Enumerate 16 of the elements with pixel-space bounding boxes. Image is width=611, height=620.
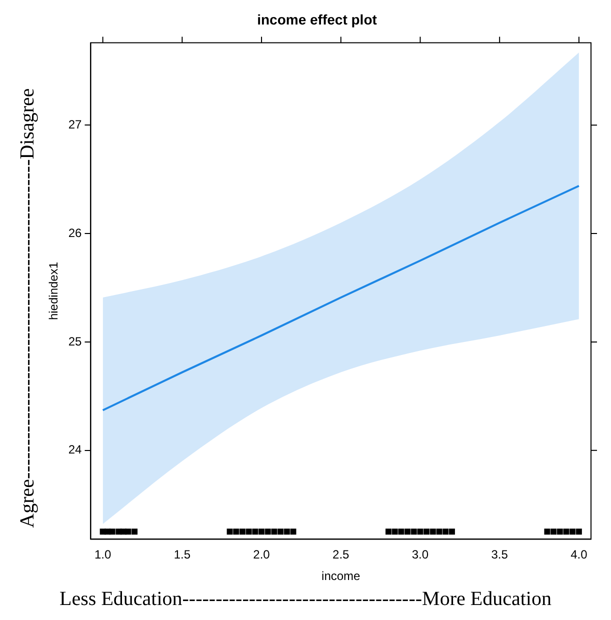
x-tick-label: 3.0 (412, 548, 429, 562)
y-tick-label: 24 (68, 442, 82, 457)
text: Less Education------------------------------------More Education (58, 588, 552, 611)
x-tick-label: 1.5 (174, 548, 191, 562)
y-tick-label: 25 (68, 334, 82, 348)
text: Agree------------------------------------------------Disagree (16, 88, 40, 528)
x-tick-label: 2.5 (332, 548, 350, 562)
y-tick-label: 27 (68, 117, 82, 132)
y-axis-title: hiedindex1 (46, 262, 61, 320)
x-tick-label: 2.0 (253, 548, 270, 562)
x-axis-title: income (322, 569, 361, 584)
y-tick-label: 26 (68, 226, 82, 240)
x-tick-label: 3.5 (491, 548, 508, 562)
x-tick-label: 1.0 (94, 548, 112, 562)
chart-title: income effect plot (257, 11, 378, 28)
x-tick-label: 4.0 (570, 548, 588, 562)
